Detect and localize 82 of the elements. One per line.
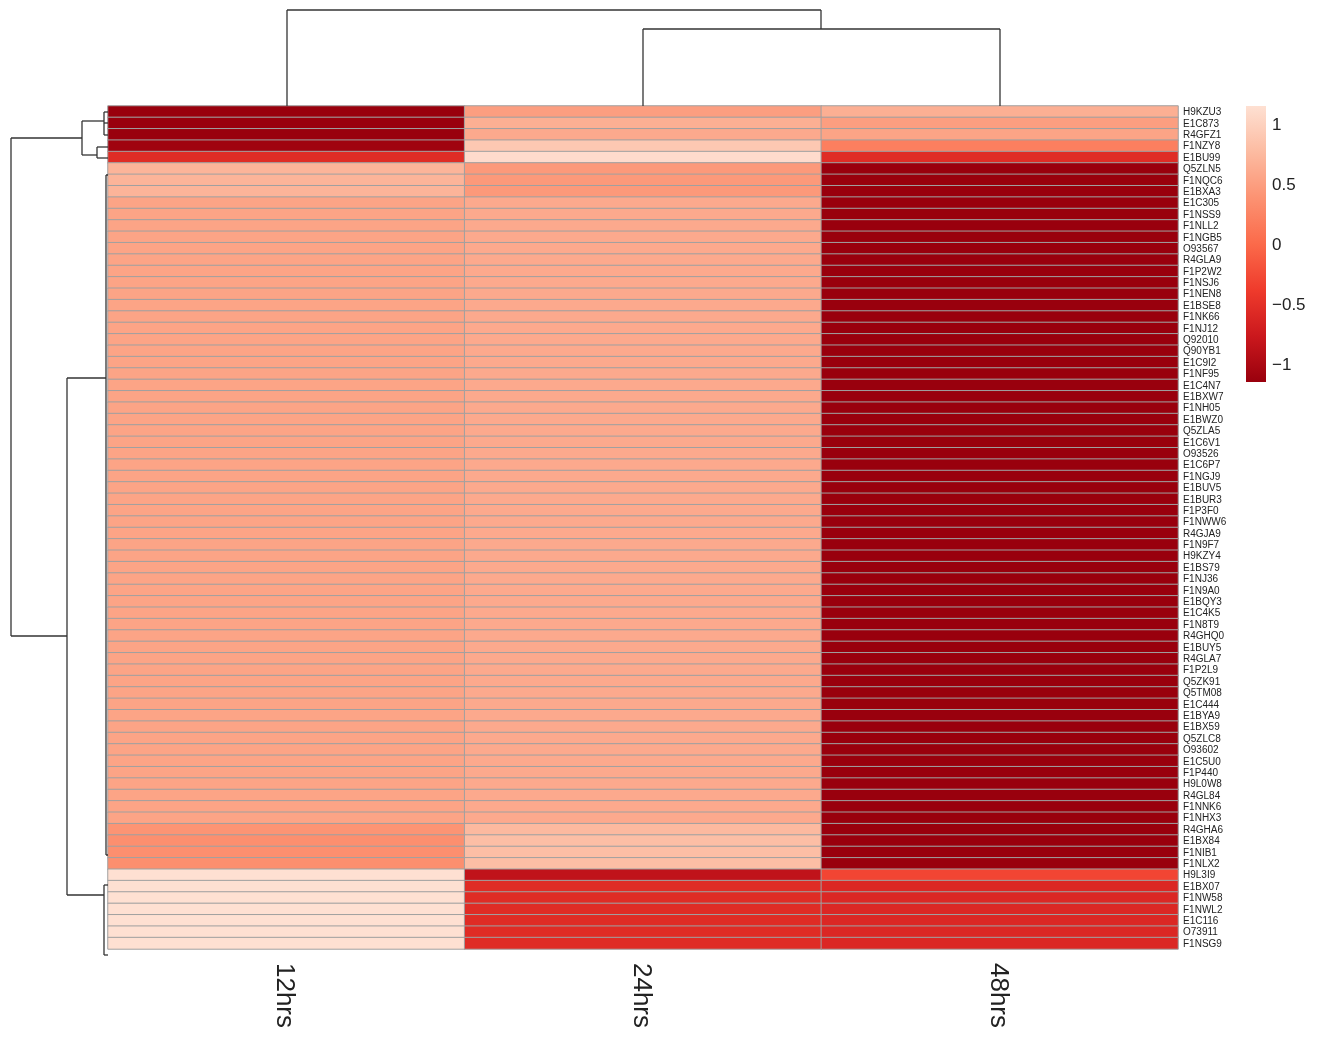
y-tick-label: E1BXA3: [1183, 185, 1222, 197]
y-tick-label: F1NIB1: [1183, 846, 1218, 858]
y-tick-label: E1BYA9: [1183, 709, 1221, 721]
y-tick-label: Q92010: [1183, 334, 1220, 346]
y-tick-label: R4GFZ1: [1183, 128, 1222, 140]
y-tick-label: F1NZY8: [1183, 140, 1221, 152]
y-tick-label: O93526: [1183, 447, 1220, 459]
y-tick-label: Q5ZLN5: [1183, 163, 1222, 175]
x-tick-label: 48hrs: [984, 962, 1015, 1029]
y-tick-label: F1P2L9: [1183, 664, 1219, 676]
y-tick-label: E1C873: [1183, 117, 1220, 129]
y-tick-label: F1NQC6: [1183, 174, 1223, 186]
y-tick-label: H9KZY4: [1183, 550, 1222, 562]
y-tick-label: R4GJA9: [1183, 527, 1222, 539]
y-tick-label: E1BS79: [1183, 561, 1221, 573]
y-tick-label: F1NLX2: [1183, 858, 1221, 870]
y-tick-label: E1BX07: [1183, 880, 1221, 892]
y-tick-label: F1NF95: [1183, 368, 1220, 380]
y-tick-label: F1NLL2: [1183, 220, 1220, 232]
y-tick-label: F1NK66: [1183, 311, 1221, 323]
y-tick-label: E1C4N7: [1183, 379, 1222, 391]
y-tick-label: E1C4K5: [1183, 607, 1221, 619]
y-tick-label: Q90YB1: [1183, 345, 1222, 357]
y-tick-label: F1P440: [1183, 766, 1219, 778]
y-tick-label: F1NJ36: [1183, 573, 1219, 585]
y-tick-label: E1BUV5: [1183, 482, 1222, 494]
y-tick-label: F1NWL2: [1183, 903, 1223, 915]
y-tick-label: E1BUY5: [1183, 641, 1222, 653]
y-tick-label: F1NSJ6: [1183, 277, 1220, 289]
y-tick-label: E1BX84: [1183, 835, 1221, 847]
color-bar-label: −1: [1272, 354, 1292, 374]
color-bar-label: −0.5: [1272, 294, 1306, 314]
y-tick-label: E1BWZ0: [1183, 413, 1224, 425]
x-tick-label: 24hrs: [628, 962, 658, 1029]
y-tick-label: F1NSS9: [1183, 208, 1222, 220]
y-tick-label: Q5ZLA5: [1183, 425, 1221, 437]
y-tick-label: Q5TM08: [1183, 687, 1223, 699]
color-bar-label: 1: [1272, 114, 1282, 134]
y-tick-label: E1BU99: [1183, 151, 1221, 163]
y-tick-label: E1BQY3: [1183, 596, 1223, 608]
y-tick-label: Q5ZLC8: [1183, 732, 1222, 744]
y-tick-label: H9KZU3: [1183, 106, 1222, 118]
y-tick-label: R4GHQ0: [1183, 630, 1225, 642]
y-tick-label: F1NWW6: [1183, 516, 1227, 528]
y-tick-label: F1N9F7: [1183, 539, 1220, 551]
y-tick-label: E1BX59: [1183, 721, 1221, 733]
y-tick-label: F1P2W2: [1183, 265, 1223, 277]
x-tick-label: 12hrs: [271, 962, 302, 1029]
y-tick-label: E1C6V1: [1183, 436, 1221, 448]
y-tick-label: O93602: [1183, 744, 1220, 756]
y-tick-label: F1NW58: [1183, 892, 1223, 904]
y-tick-label: F1NH05: [1183, 402, 1221, 414]
y-tick-label: F1N9A0: [1183, 584, 1221, 596]
y-tick-label: R4GL84: [1183, 789, 1221, 801]
y-tick-label: O73911: [1183, 926, 1219, 938]
y-tick-label: E1C6P7: [1183, 459, 1221, 471]
y-tick-label: E1BUR3: [1183, 493, 1223, 505]
y-tick-label: F1NSG9: [1183, 937, 1223, 949]
y-tick-label: R4GHA6: [1183, 823, 1224, 835]
y-tick-label: F1NGB5: [1183, 231, 1223, 243]
y-tick-label: F1NEN8: [1183, 288, 1222, 300]
y-tick-label: F1P3F0: [1183, 504, 1220, 516]
y-tick-label: E1C9I2: [1183, 356, 1217, 368]
y-tick-label: F1NHX3: [1183, 812, 1222, 824]
y-tick-label: F1NJ12: [1183, 322, 1219, 334]
y-tick-label: R4GLA7: [1183, 652, 1222, 664]
y-tick-label: E1BSE8: [1183, 299, 1222, 311]
color-bar-label: 0: [1272, 234, 1282, 254]
y-tick-label: E1C5U0: [1183, 755, 1222, 767]
y-tick-label: H9L3I9: [1183, 869, 1216, 881]
y-tick-label: R4GLA9: [1183, 254, 1222, 266]
y-tick-label: E1C116: [1183, 914, 1219, 926]
y-tick-label: O93567: [1183, 242, 1220, 254]
y-tick-label: F1NGJ9: [1183, 470, 1221, 482]
y-tick-label: F1NNK6: [1183, 801, 1222, 813]
y-tick-label: E1C444: [1183, 698, 1220, 710]
y-tick-label: H9L0W8: [1183, 778, 1223, 790]
y-tick-label: Q5ZK91: [1183, 675, 1221, 687]
y-tick-label: E1BXW7: [1183, 390, 1225, 402]
color-bar-label: 0.5: [1272, 174, 1296, 194]
y-tick-label: F1N8T9: [1183, 618, 1220, 630]
y-tick-label: E1C305: [1183, 197, 1220, 209]
